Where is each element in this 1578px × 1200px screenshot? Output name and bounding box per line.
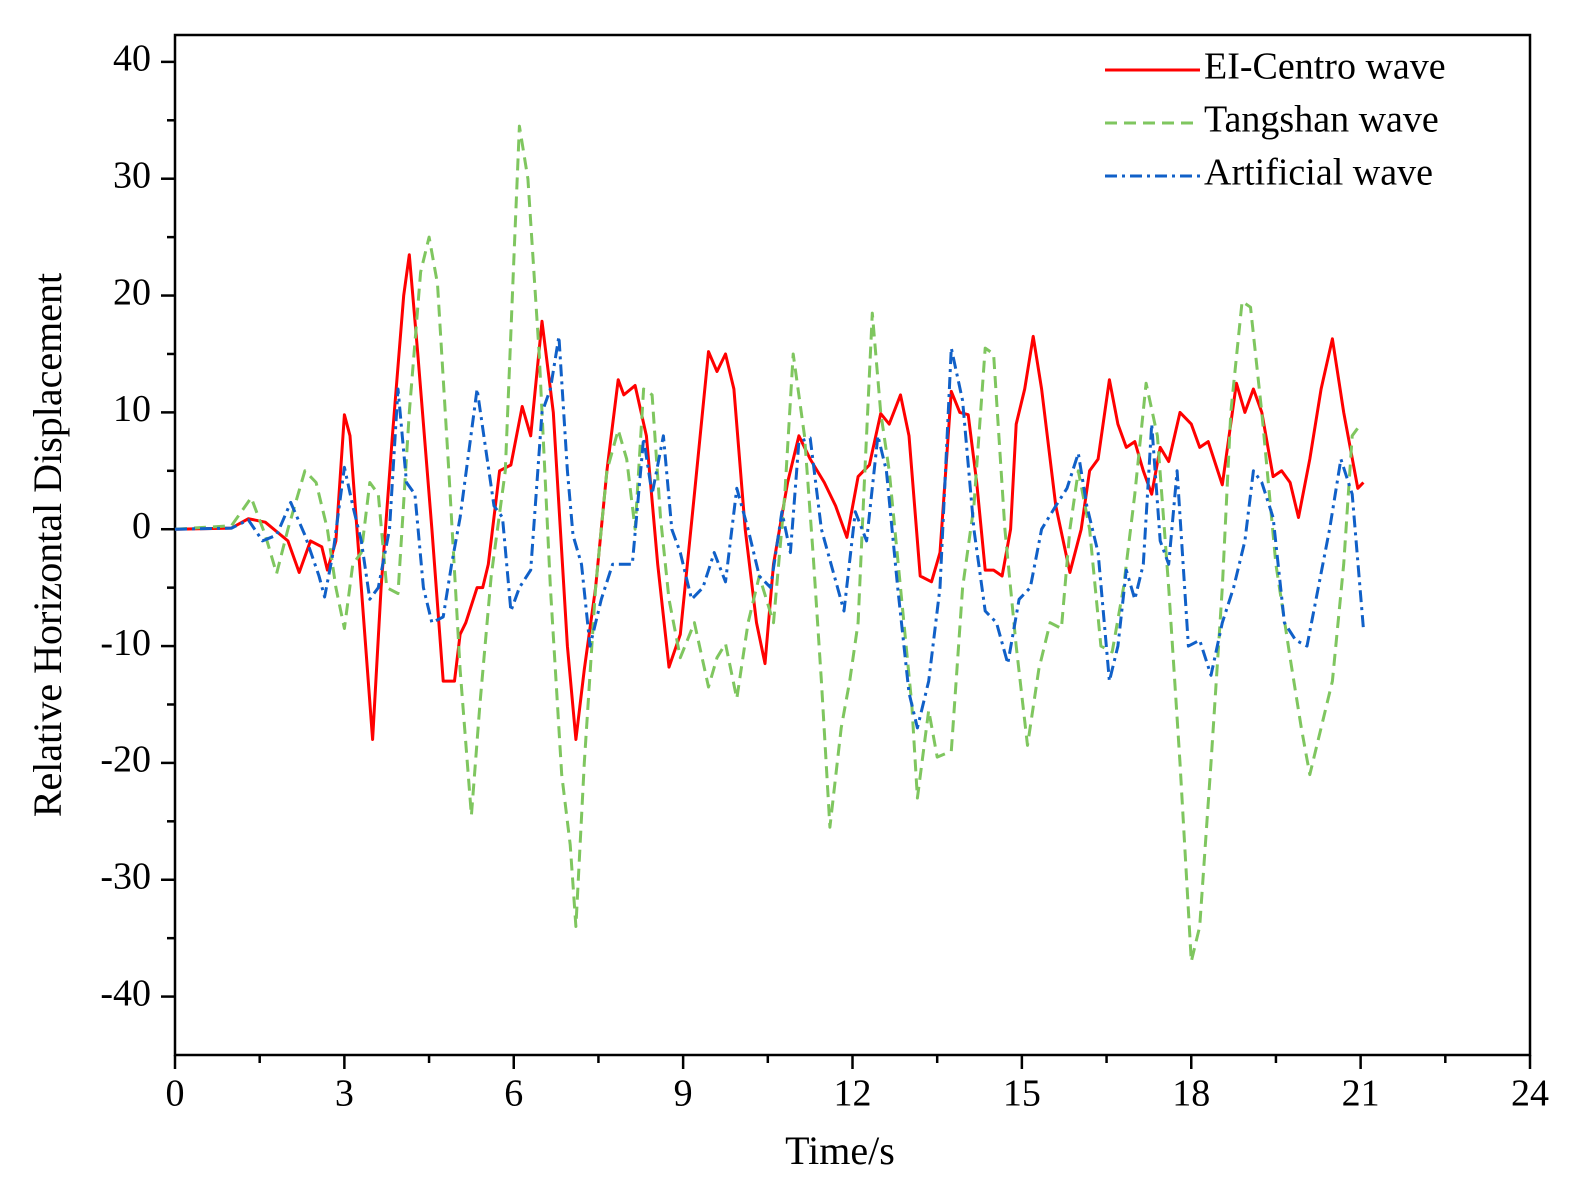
x-tick-label: 18	[1172, 1073, 1210, 1115]
y-tick-label: 0	[132, 505, 151, 547]
legend-label: Artificial wave	[1204, 152, 1433, 194]
x-tick-label: 15	[1003, 1073, 1041, 1115]
line-series	[174, 124, 1362, 963]
legend-label: EI-Centro wave	[1204, 46, 1446, 88]
x-tick-label: 6	[504, 1073, 523, 1115]
x-axis-title: Time/s	[785, 1128, 895, 1173]
y-tick-label: 40	[113, 38, 151, 80]
y-axis-title: Relative Horizontal Displacement	[25, 273, 70, 817]
legend-label: Tangshan wave	[1204, 99, 1439, 141]
y-tick-label: 20	[113, 271, 151, 313]
x-tick-label: 0	[166, 1073, 185, 1115]
line-series	[174, 253, 1365, 741]
y-tick-label: 10	[113, 388, 151, 430]
x-tick-label: 3	[335, 1073, 354, 1115]
x-tick-label: 9	[674, 1073, 693, 1115]
y-tick-label: -20	[100, 739, 151, 781]
line-series	[174, 334, 1365, 730]
y-tick-label: -40	[100, 972, 151, 1014]
y-tick-label: 30	[113, 154, 151, 196]
x-tick-label: 21	[1342, 1073, 1380, 1115]
x-tick-label: 12	[834, 1073, 872, 1115]
y-tick-label: -30	[100, 855, 151, 897]
x-tick-label: 24	[1511, 1073, 1549, 1115]
y-tick-label: -10	[100, 622, 151, 664]
